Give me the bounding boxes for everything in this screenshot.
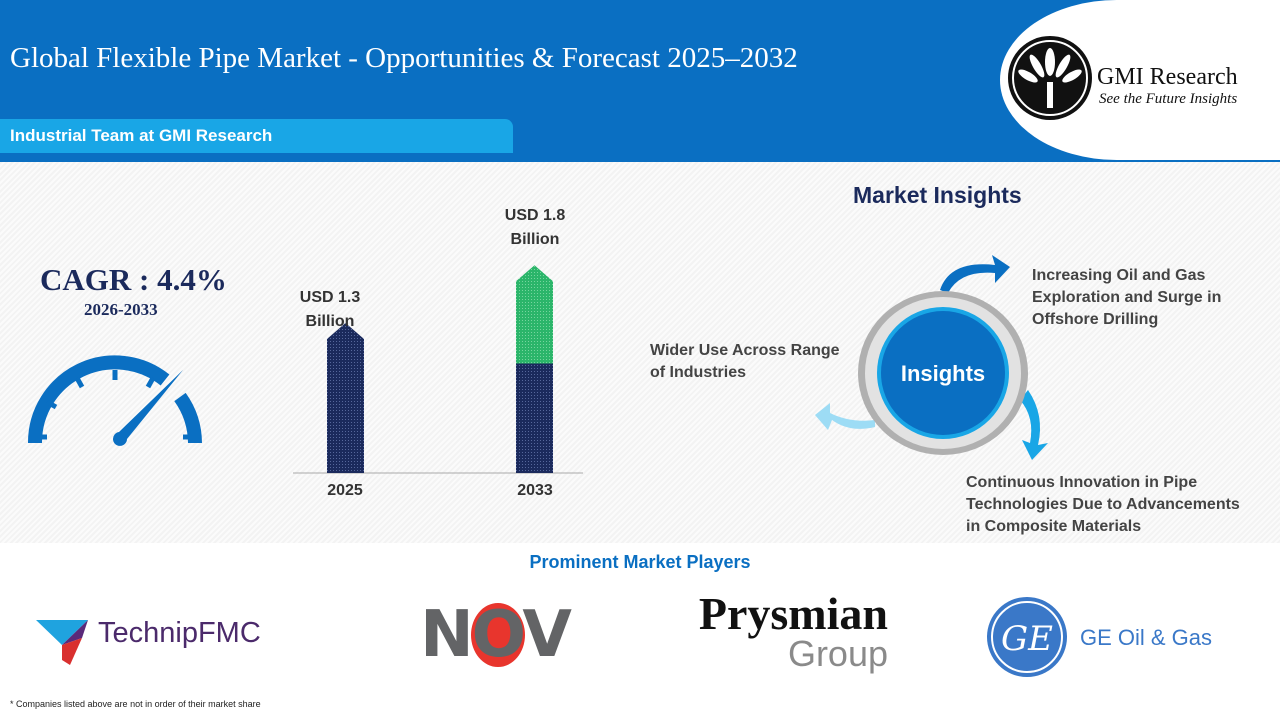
svg-text:GE Oil & Gas: GE Oil & Gas xyxy=(1080,625,1212,650)
insight-item: Continuous Innovation in Pipe Technologi… xyxy=(966,474,1240,535)
insight-item: Increasing Oil and Gas Exploration and S… xyxy=(1032,267,1222,328)
market-insights-title: Market Insights xyxy=(853,182,1022,208)
gmi-tree-icon: GMI Research See the Future Insights xyxy=(1008,36,1238,120)
insights-diagram: Insights xyxy=(815,255,1048,460)
cagr-value: CAGR : 4.4% xyxy=(40,262,227,297)
gmi-logo: GMI Research See the Future Insights xyxy=(1000,0,1280,160)
bar-label-2025: USD 1.3 Billion xyxy=(299,289,361,330)
brand-tagline: See the Future Insights xyxy=(1099,91,1237,107)
svg-text:TechnipFMC: TechnipFMC xyxy=(98,617,261,649)
main-panel xyxy=(0,160,1280,543)
bar-2033-base xyxy=(516,363,553,473)
players-title: Prominent Market Players xyxy=(529,552,751,572)
bar-label-2033: USD 1.8 Billion xyxy=(504,207,566,248)
prysmian-logo: Prysmian Group xyxy=(698,588,888,674)
technipfmc-logo: TechnipFMC xyxy=(36,617,261,665)
market-size-chart xyxy=(293,265,583,474)
insights-center-label: Insights xyxy=(901,361,985,386)
x-tick-2033: 2033 xyxy=(517,482,553,499)
brand-name: GMI Research xyxy=(1097,64,1238,90)
x-tick-2025: 2025 xyxy=(327,482,363,499)
bar-2033-growth xyxy=(516,265,553,364)
insight-item: Wider Use Across Range of Industries xyxy=(650,342,840,381)
nov-logo-text: NOV xyxy=(420,598,572,672)
nov-logo: NOV xyxy=(395,596,595,676)
arrow-icon xyxy=(1020,390,1048,460)
team-banner: Industrial Team at GMI Research xyxy=(0,119,513,153)
footnote: * Companies listed above are not in orde… xyxy=(10,699,261,709)
speedometer-icon xyxy=(27,355,202,446)
nov-red-circle xyxy=(468,600,528,670)
ge-logo: GE GE Oil & Gas xyxy=(987,597,1212,677)
page-title: Global Flexible Pipe Market - Opportunit… xyxy=(10,42,798,74)
arrow-icon xyxy=(815,403,875,430)
svg-text:GE: GE xyxy=(1001,619,1053,659)
bar-2025 xyxy=(327,323,364,473)
arrow-icon xyxy=(940,255,1010,293)
cagr-period: 2026-2033 xyxy=(84,300,158,319)
